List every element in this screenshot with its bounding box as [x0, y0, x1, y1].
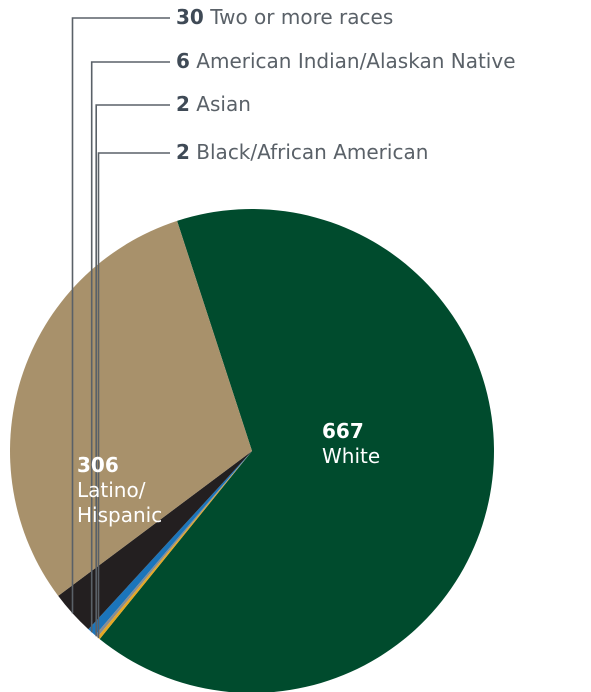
label-american-indian-alaskan-native: 6 American Indian/Alaskan Native: [176, 49, 516, 73]
slice-latino-hispanic: [9, 220, 252, 596]
label-black-african-american: 2 Black/African American: [176, 140, 428, 164]
label-name-white-line-1: White: [322, 444, 380, 468]
label-name-two-or-more-races: Two or more races: [204, 5, 393, 29]
label-name-black-african-american: Black/African American: [190, 140, 428, 164]
leader-line-asian: [95, 104, 170, 637]
label-name-latino-hispanic-line-1: Latino/: [77, 478, 146, 502]
label-value-latino-hispanic: 306: [77, 453, 119, 477]
label-two-or-more-races: 30 Two or more races: [176, 5, 393, 29]
slice-black-african-american: [97, 451, 252, 640]
label-name-asian: Asian: [190, 92, 251, 116]
label-asian: 2 Asian: [176, 92, 251, 116]
leader-line-black-african-american: [97, 152, 170, 639]
slice-white: [99, 209, 494, 692]
pie-slices: [9, 209, 494, 692]
label-value-white: 667: [322, 419, 364, 443]
label-value-asian: 2: [176, 92, 190, 116]
slice-american-indian-alaskan-native: [88, 451, 252, 636]
label-value-two-or-more-races: 30: [176, 5, 204, 29]
leader-line-american-indian-alaskan-native: [90, 61, 170, 633]
label-value-american-indian-alaskan-native: 6: [176, 49, 190, 73]
leader-line-two-or-more-races: [71, 17, 170, 614]
leader-lines: [71, 17, 170, 639]
slice-asian: [95, 451, 252, 638]
label-name-latino-hispanic-line-2: Hispanic: [77, 503, 162, 527]
slice-two-or-more-races: [58, 451, 252, 630]
label-name-american-indian-alaskan-native: American Indian/Alaskan Native: [190, 49, 516, 73]
label-value-black-african-american: 2: [176, 140, 190, 164]
label-white: 667 White: [322, 419, 380, 468]
label-latino-hispanic: 306 Latino/Hispanic: [77, 453, 162, 527]
